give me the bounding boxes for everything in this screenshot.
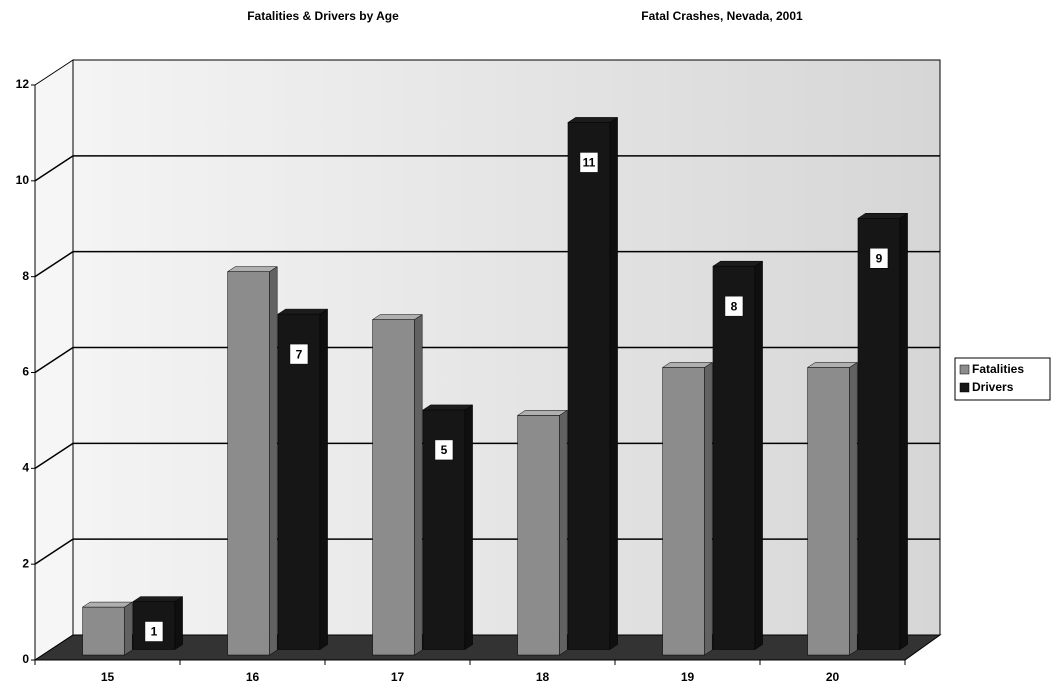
y-tick-label: 2 [22, 556, 29, 570]
bar-front [567, 122, 611, 650]
bar [567, 116, 619, 650]
bar-top [226, 266, 279, 272]
grid-line [34, 346, 940, 374]
bar-top [806, 362, 859, 368]
grid-line [34, 442, 940, 469]
bar [661, 362, 714, 656]
data-label-box [289, 343, 309, 365]
bar-front [82, 606, 125, 656]
bar [712, 260, 764, 650]
y-tick-label: 6 [22, 365, 29, 379]
bar [81, 601, 134, 656]
bar-side [704, 362, 713, 656]
x-tick-label: 19 [681, 670, 695, 684]
bar-top [712, 260, 764, 267]
bar-side [319, 308, 328, 650]
legend: Fatalities Drivers [954, 357, 1051, 401]
x-tick-label: 16 [246, 670, 260, 684]
data-label-box [144, 621, 164, 642]
legend-label: Drivers [972, 380, 1014, 394]
bar-top [567, 117, 619, 123]
bar-front [807, 367, 850, 656]
chart-title: Fatalities & Drivers by Age [247, 9, 399, 23]
x-tick-label: 15 [101, 670, 115, 684]
y-tick-label: 0 [22, 652, 29, 666]
grid-line [34, 538, 940, 565]
bar-front [277, 313, 321, 650]
grid-line [34, 250, 940, 278]
data-label: 5 [441, 443, 448, 457]
bar [516, 409, 569, 656]
x-tick-label: 18 [536, 670, 550, 684]
y-tick-label: 10 [16, 173, 30, 187]
bar-top [422, 404, 474, 411]
y-tick-label: 12 [16, 77, 30, 91]
data-label: 9 [876, 251, 883, 265]
bar-top [132, 596, 184, 602]
bar [277, 308, 329, 650]
bar-side [559, 409, 568, 656]
bar-side [609, 116, 618, 650]
x-tick-label: 17 [391, 670, 405, 684]
x-tick-label: 20 [826, 670, 840, 684]
grid-line [34, 155, 940, 182]
y-tick-label: 8 [22, 269, 29, 283]
data-label-box [724, 295, 744, 317]
bar-front [227, 271, 270, 656]
legend-label: Fatalities [972, 362, 1024, 376]
bar-top [371, 314, 424, 320]
bar-top [277, 308, 329, 315]
bar-side [464, 404, 473, 650]
data-label-box [579, 152, 599, 173]
bar-front [662, 367, 705, 656]
bar-top [857, 213, 909, 219]
bar [226, 266, 279, 656]
y-tick-label: 4 [22, 461, 29, 475]
chart-subtitle: Fatal Crashes, Nevada, 2001 [641, 9, 803, 23]
legend-swatch [959, 382, 970, 393]
bar-top [81, 601, 134, 608]
bar-side [849, 362, 858, 656]
bar-side [174, 596, 183, 650]
bar-top [516, 410, 569, 416]
data-label-box [869, 248, 889, 269]
bar [371, 314, 424, 656]
legend-box [954, 357, 1051, 401]
data-label: 8 [731, 299, 738, 313]
data-label-box [434, 439, 454, 461]
bar-top [661, 362, 714, 368]
data-label: 1 [151, 625, 158, 639]
bar-side [124, 601, 133, 656]
bar-side [899, 212, 908, 650]
bar-side [269, 266, 278, 656]
bar-side [414, 314, 423, 656]
bar-front [372, 319, 415, 656]
bar-front [857, 218, 901, 650]
legend-swatch [959, 364, 970, 375]
data-label: 11 [583, 156, 596, 170]
bar-front [712, 265, 756, 650]
bar [857, 212, 909, 650]
bar-front [517, 415, 560, 656]
data-label: 7 [296, 347, 303, 361]
bar [806, 362, 859, 656]
bar-side [754, 260, 763, 650]
